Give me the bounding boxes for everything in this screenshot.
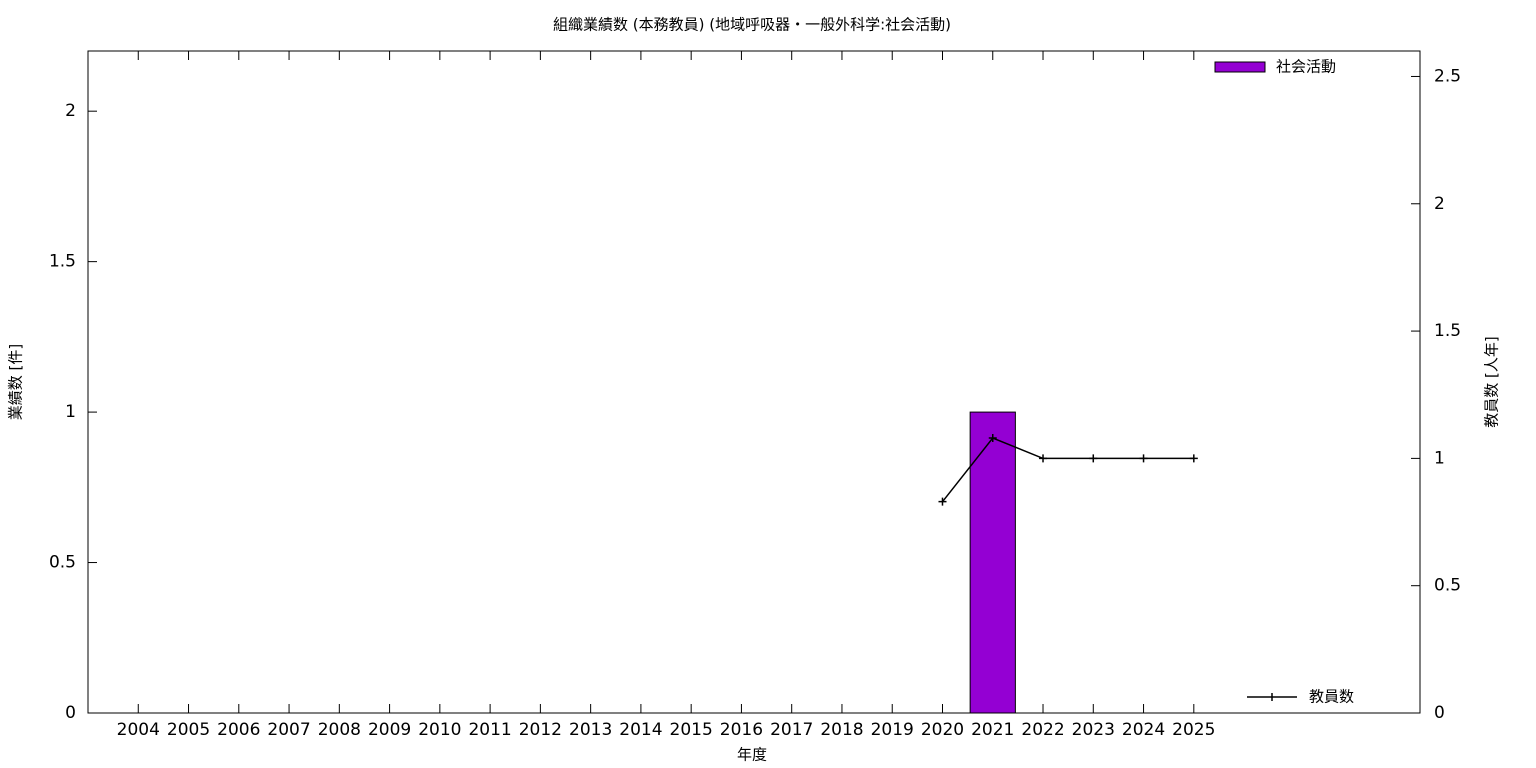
- y2-tick-label: 0: [1434, 703, 1445, 723]
- point-marker: [1089, 454, 1098, 463]
- legend-label: 教員数: [1309, 688, 1354, 706]
- point-marker: [1039, 454, 1048, 463]
- y-tick-label: 2: [65, 101, 76, 121]
- x-tick-label: 2023: [1072, 720, 1115, 740]
- x-tick-label: 2010: [418, 720, 461, 740]
- x-tick-label: 2005: [167, 720, 210, 740]
- y2-axis-label: 教員数 [人年]: [1483, 336, 1501, 427]
- x-tick-label: 2004: [117, 720, 160, 740]
- x-axis-label: 年度: [737, 746, 767, 764]
- x-tick-label: 2019: [871, 720, 914, 740]
- x-tick-label: 2025: [1172, 720, 1215, 740]
- y-tick-label: 0.5: [49, 553, 76, 573]
- y2-tick-label: 0.5: [1434, 576, 1461, 596]
- x-tick-label: 2012: [519, 720, 562, 740]
- point-marker: [1139, 454, 1148, 463]
- bar: [969, 411, 1016, 714]
- legend-label: 社会活動: [1276, 58, 1336, 76]
- x-tick-label: 2018: [820, 720, 863, 740]
- chart-title: 組織業績数 (本務教員) (地域呼吸器・一般外科学:社会活動): [553, 16, 951, 34]
- x-tick-label: 2006: [217, 720, 260, 740]
- x-tick-label: 2007: [267, 720, 310, 740]
- x-tick-label: 2013: [569, 720, 612, 740]
- y-tick-label: 1: [65, 402, 76, 422]
- y2-tick-label: 1.5: [1434, 321, 1461, 341]
- point-marker: [1189, 454, 1198, 463]
- x-tick-label: 2015: [670, 720, 713, 740]
- y2-tick-label: 2: [1434, 194, 1445, 214]
- line: [941, 437, 1194, 503]
- y-axis-label: 業績数 [件]: [7, 344, 25, 420]
- x-tick-label: 2022: [1021, 720, 1064, 740]
- x-tick-label: 2024: [1122, 720, 1165, 740]
- x-tick-label: 2008: [318, 720, 361, 740]
- x-tick-label: 2016: [720, 720, 763, 740]
- x-tick-label: 2014: [619, 720, 662, 740]
- x-tick-label: 2017: [770, 720, 813, 740]
- legend-swatch: [1214, 61, 1266, 73]
- plot-frame: [87, 50, 1421, 714]
- legend-swatch: [1247, 693, 1297, 701]
- x-tick-label: 2020: [921, 720, 964, 740]
- y2-tick-label: 1: [1434, 448, 1445, 468]
- y-tick-label: 1.5: [49, 252, 76, 272]
- y2-tick-label: 2.5: [1434, 66, 1461, 86]
- x-tick-label: 2011: [468, 720, 511, 740]
- x-tick-label: 2009: [368, 720, 411, 740]
- point-marker: [988, 434, 997, 443]
- point-marker: [938, 497, 947, 506]
- y-tick-label: 0: [65, 703, 76, 723]
- x-tick-label: 2021: [971, 720, 1014, 740]
